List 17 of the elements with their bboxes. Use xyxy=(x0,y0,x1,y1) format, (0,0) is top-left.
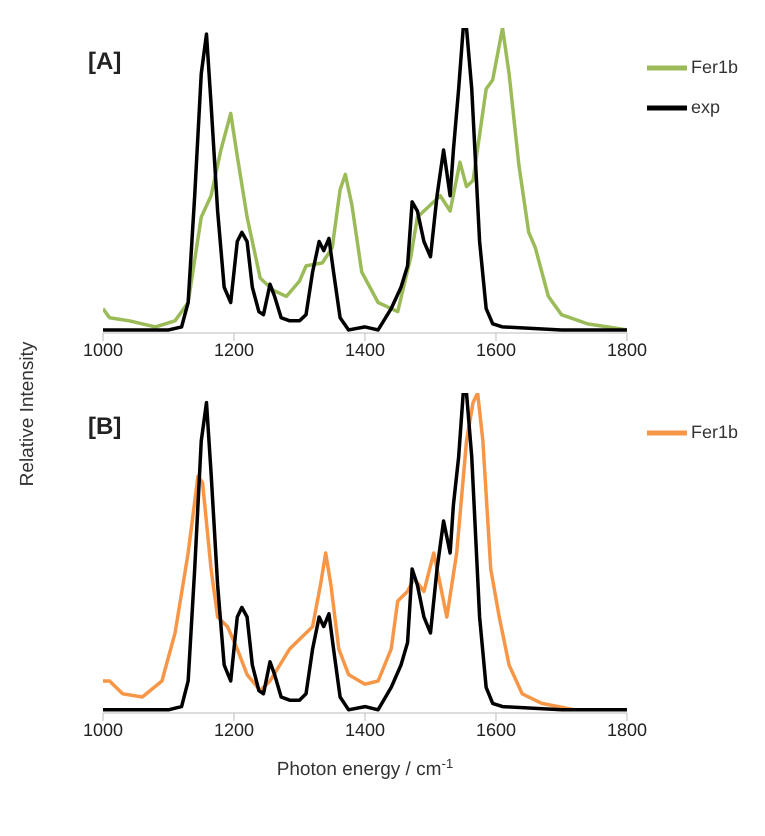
x-tick-label: 1200 xyxy=(214,340,254,360)
x-tick-label: 1400 xyxy=(344,340,386,360)
x-tick-label: 1600 xyxy=(476,340,516,360)
x-axis-title: Photon energy / cm$^{-1}$ xyxy=(276,756,454,780)
x-tick-label: 1400 xyxy=(344,720,386,740)
y-axis-title: Relative Intensity xyxy=(17,340,39,488)
legend-label: Fer1b xyxy=(690,422,738,442)
x-tick-label: 1800 xyxy=(606,720,647,740)
x-tick-label: 1000 xyxy=(82,340,124,360)
annotation: [A] xyxy=(88,48,122,76)
x-tick-label: 1000 xyxy=(82,720,124,740)
x-tick-label: 1600 xyxy=(476,720,516,740)
legend-label: Fer1b xyxy=(690,56,738,77)
legend-label: exp xyxy=(690,96,720,117)
x-tick-label: 1800 xyxy=(606,340,647,360)
x-tick-label: 1200 xyxy=(214,720,254,740)
annotation: [B] xyxy=(88,413,122,441)
